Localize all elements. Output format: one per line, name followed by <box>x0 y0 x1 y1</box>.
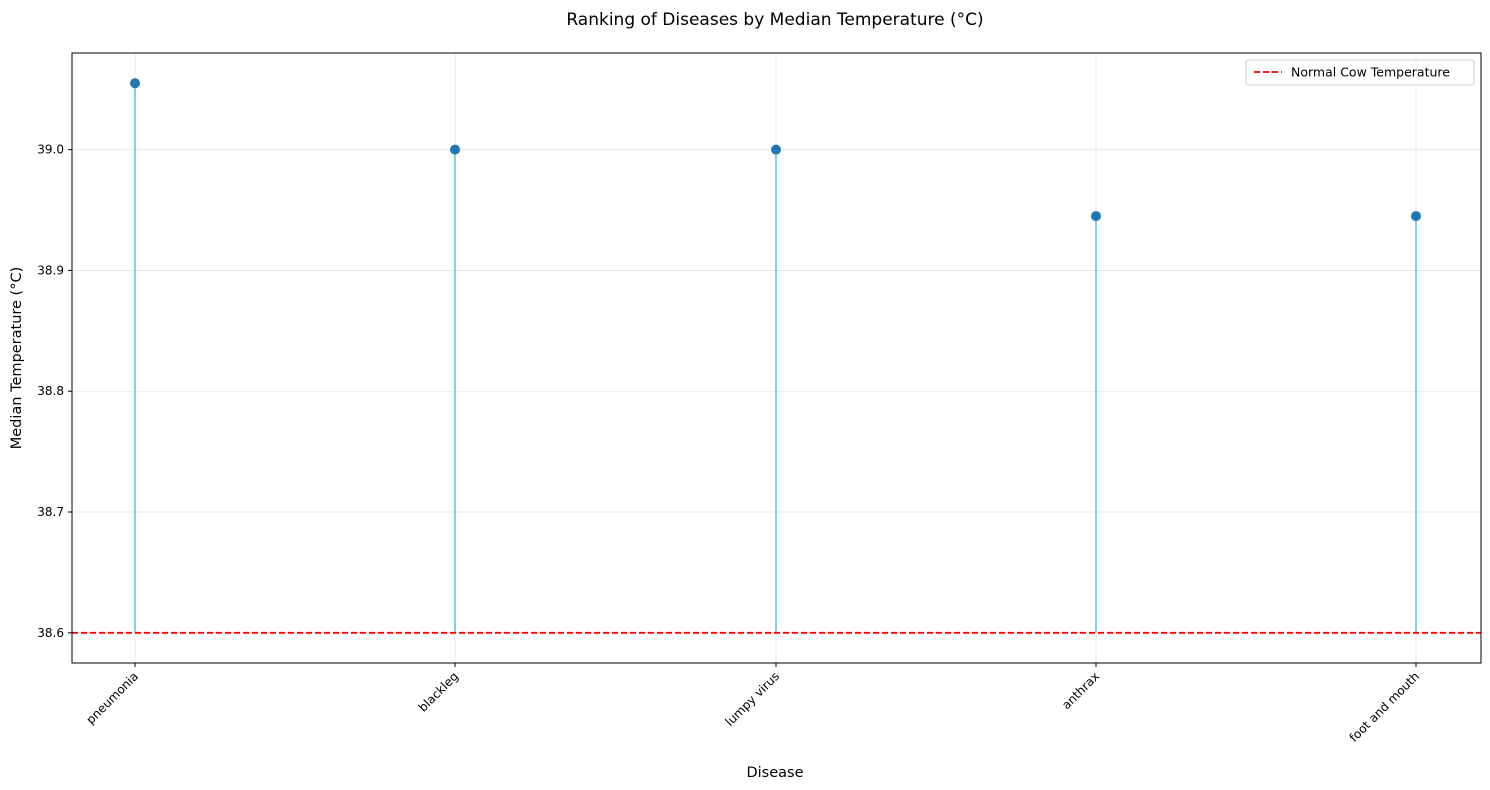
x-tick-label: blackleg <box>416 669 461 714</box>
chart-title: Ranking of Diseases by Median Temperatur… <box>566 10 983 30</box>
x-axis: pneumonia blackleg lumpy virus anthrax foot … <box>83 663 1422 745</box>
x-tick-label: anthrax <box>1059 669 1102 712</box>
point-blackleg <box>450 144 460 155</box>
point-foot-and-mouth <box>1411 211 1421 222</box>
stems <box>134 83 1417 633</box>
y-tick-label: 38.7 <box>37 505 64 519</box>
x-tick-label: lumpy virus <box>722 669 782 729</box>
point-pneumonia <box>130 78 140 89</box>
y-tick-label: 38.8 <box>37 384 64 398</box>
x-tick-label: pneumonia <box>83 669 141 727</box>
legend: Normal Cow Temperature <box>1245 59 1475 86</box>
y-tick-label: 39.0 <box>37 143 64 157</box>
legend-box <box>1245 59 1475 86</box>
y-tick-label: 38.9 <box>37 263 64 277</box>
x-axis-label: Disease <box>746 765 803 781</box>
point-lumpy-virus <box>771 144 781 155</box>
y-tick-label: 38.6 <box>37 626 64 640</box>
y-axis-label: Median Temperature (°C) <box>9 267 25 450</box>
y-axis: 38.6 38.7 38.8 38.9 39.0 <box>37 143 72 640</box>
points <box>130 78 1421 222</box>
x-tick-label: foot and mouth <box>1347 669 1422 744</box>
point-anthrax <box>1091 211 1101 222</box>
legend-label: Normal Cow Temperature <box>1291 65 1450 80</box>
